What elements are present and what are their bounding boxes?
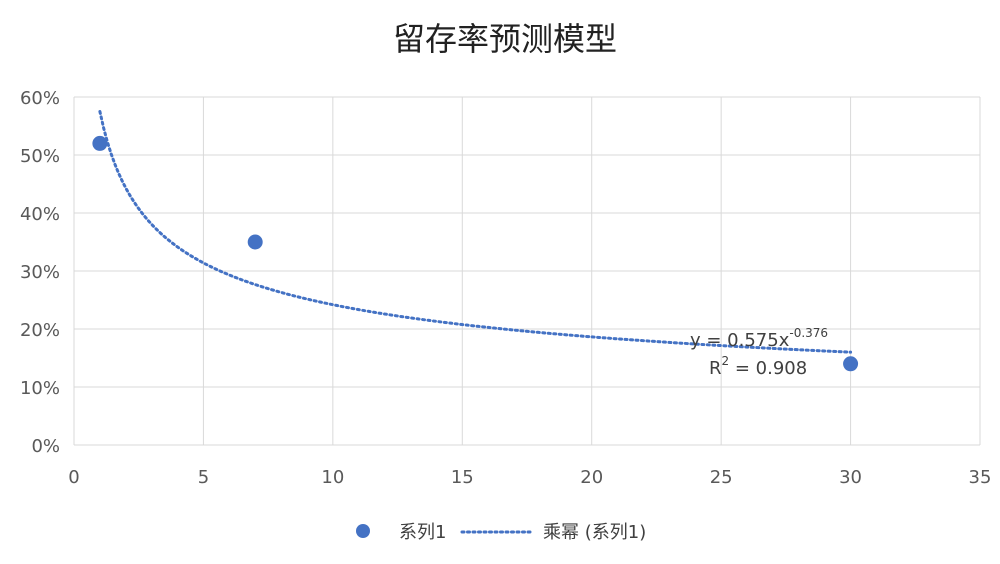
r2-sup: 2 [722,354,730,368]
r2-base: R [709,358,722,379]
legend: 系列1 乘幂 (系列1) [356,522,646,543]
legend-label-trendline: 乘幂 (系列1) [543,522,646,543]
x-tick-label: 35 [969,467,992,488]
y-tick-label: 30% [20,262,60,283]
y-axis-ticks: 0% 10% 20% 30% 40% 50% 60% [20,88,60,457]
y-tick-label: 60% [20,88,60,109]
data-points [92,135,859,372]
x-tick-label: 5 [198,467,209,488]
equation-prefix: y = 0.575x [690,330,790,351]
chart-title: 留存率预测模型 [393,20,617,58]
x-tick-label: 10 [321,467,344,488]
y-tick-label: 0% [31,436,60,457]
y-tick-label: 10% [20,378,60,399]
data-point [92,135,108,151]
legend-label-series1: 系列1 [399,522,446,543]
y-tick-label: 50% [20,146,60,167]
data-point [247,234,263,250]
x-axis-ticks: 0 5 10 15 20 25 30 35 [68,467,991,488]
legend-marker-series1 [356,524,370,538]
r-squared: R2 = 0.908 [709,354,807,379]
x-tick-label: 15 [451,467,474,488]
trendline-equation: y = 0.575x-0.376 [690,326,828,351]
grid [73,96,981,446]
trendline [98,110,853,354]
x-tick-label: 0 [68,467,79,488]
x-tick-label: 25 [710,467,733,488]
x-tick-label: 30 [839,467,862,488]
x-tick-label: 20 [580,467,603,488]
r2-suffix: = 0.908 [729,358,807,379]
equation-exponent: -0.376 [789,326,828,340]
y-tick-label: 40% [20,204,60,225]
data-point [843,356,859,372]
y-tick-label: 20% [20,320,60,341]
